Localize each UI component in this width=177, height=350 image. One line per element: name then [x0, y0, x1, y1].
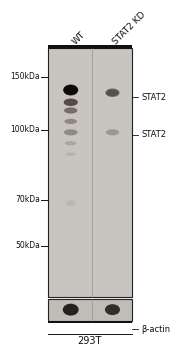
Ellipse shape: [63, 85, 78, 96]
Text: 70kDa: 70kDa: [15, 195, 40, 204]
FancyBboxPatch shape: [48, 299, 132, 321]
Ellipse shape: [64, 129, 78, 135]
Bar: [48, 45, 132, 49]
Ellipse shape: [105, 304, 120, 315]
Text: β-actin: β-actin: [142, 325, 171, 334]
Text: 150kDa: 150kDa: [10, 72, 40, 81]
Ellipse shape: [65, 141, 77, 145]
Ellipse shape: [64, 85, 78, 95]
Ellipse shape: [106, 129, 119, 135]
Text: 50kDa: 50kDa: [15, 241, 40, 250]
Ellipse shape: [64, 119, 77, 124]
Ellipse shape: [64, 107, 77, 113]
Ellipse shape: [64, 99, 78, 106]
Text: 100kDa: 100kDa: [10, 125, 40, 134]
Bar: [48, 321, 132, 323]
Ellipse shape: [63, 304, 79, 316]
Text: 293T: 293T: [78, 336, 102, 346]
Ellipse shape: [65, 153, 76, 156]
Text: STAT2: STAT2: [142, 130, 167, 139]
FancyBboxPatch shape: [48, 48, 132, 297]
Text: STAT2 KD: STAT2 KD: [111, 10, 147, 46]
Text: WT: WT: [71, 29, 87, 46]
Text: STAT2: STAT2: [142, 93, 167, 101]
Ellipse shape: [66, 200, 76, 206]
Ellipse shape: [106, 89, 119, 96]
Ellipse shape: [105, 89, 120, 97]
